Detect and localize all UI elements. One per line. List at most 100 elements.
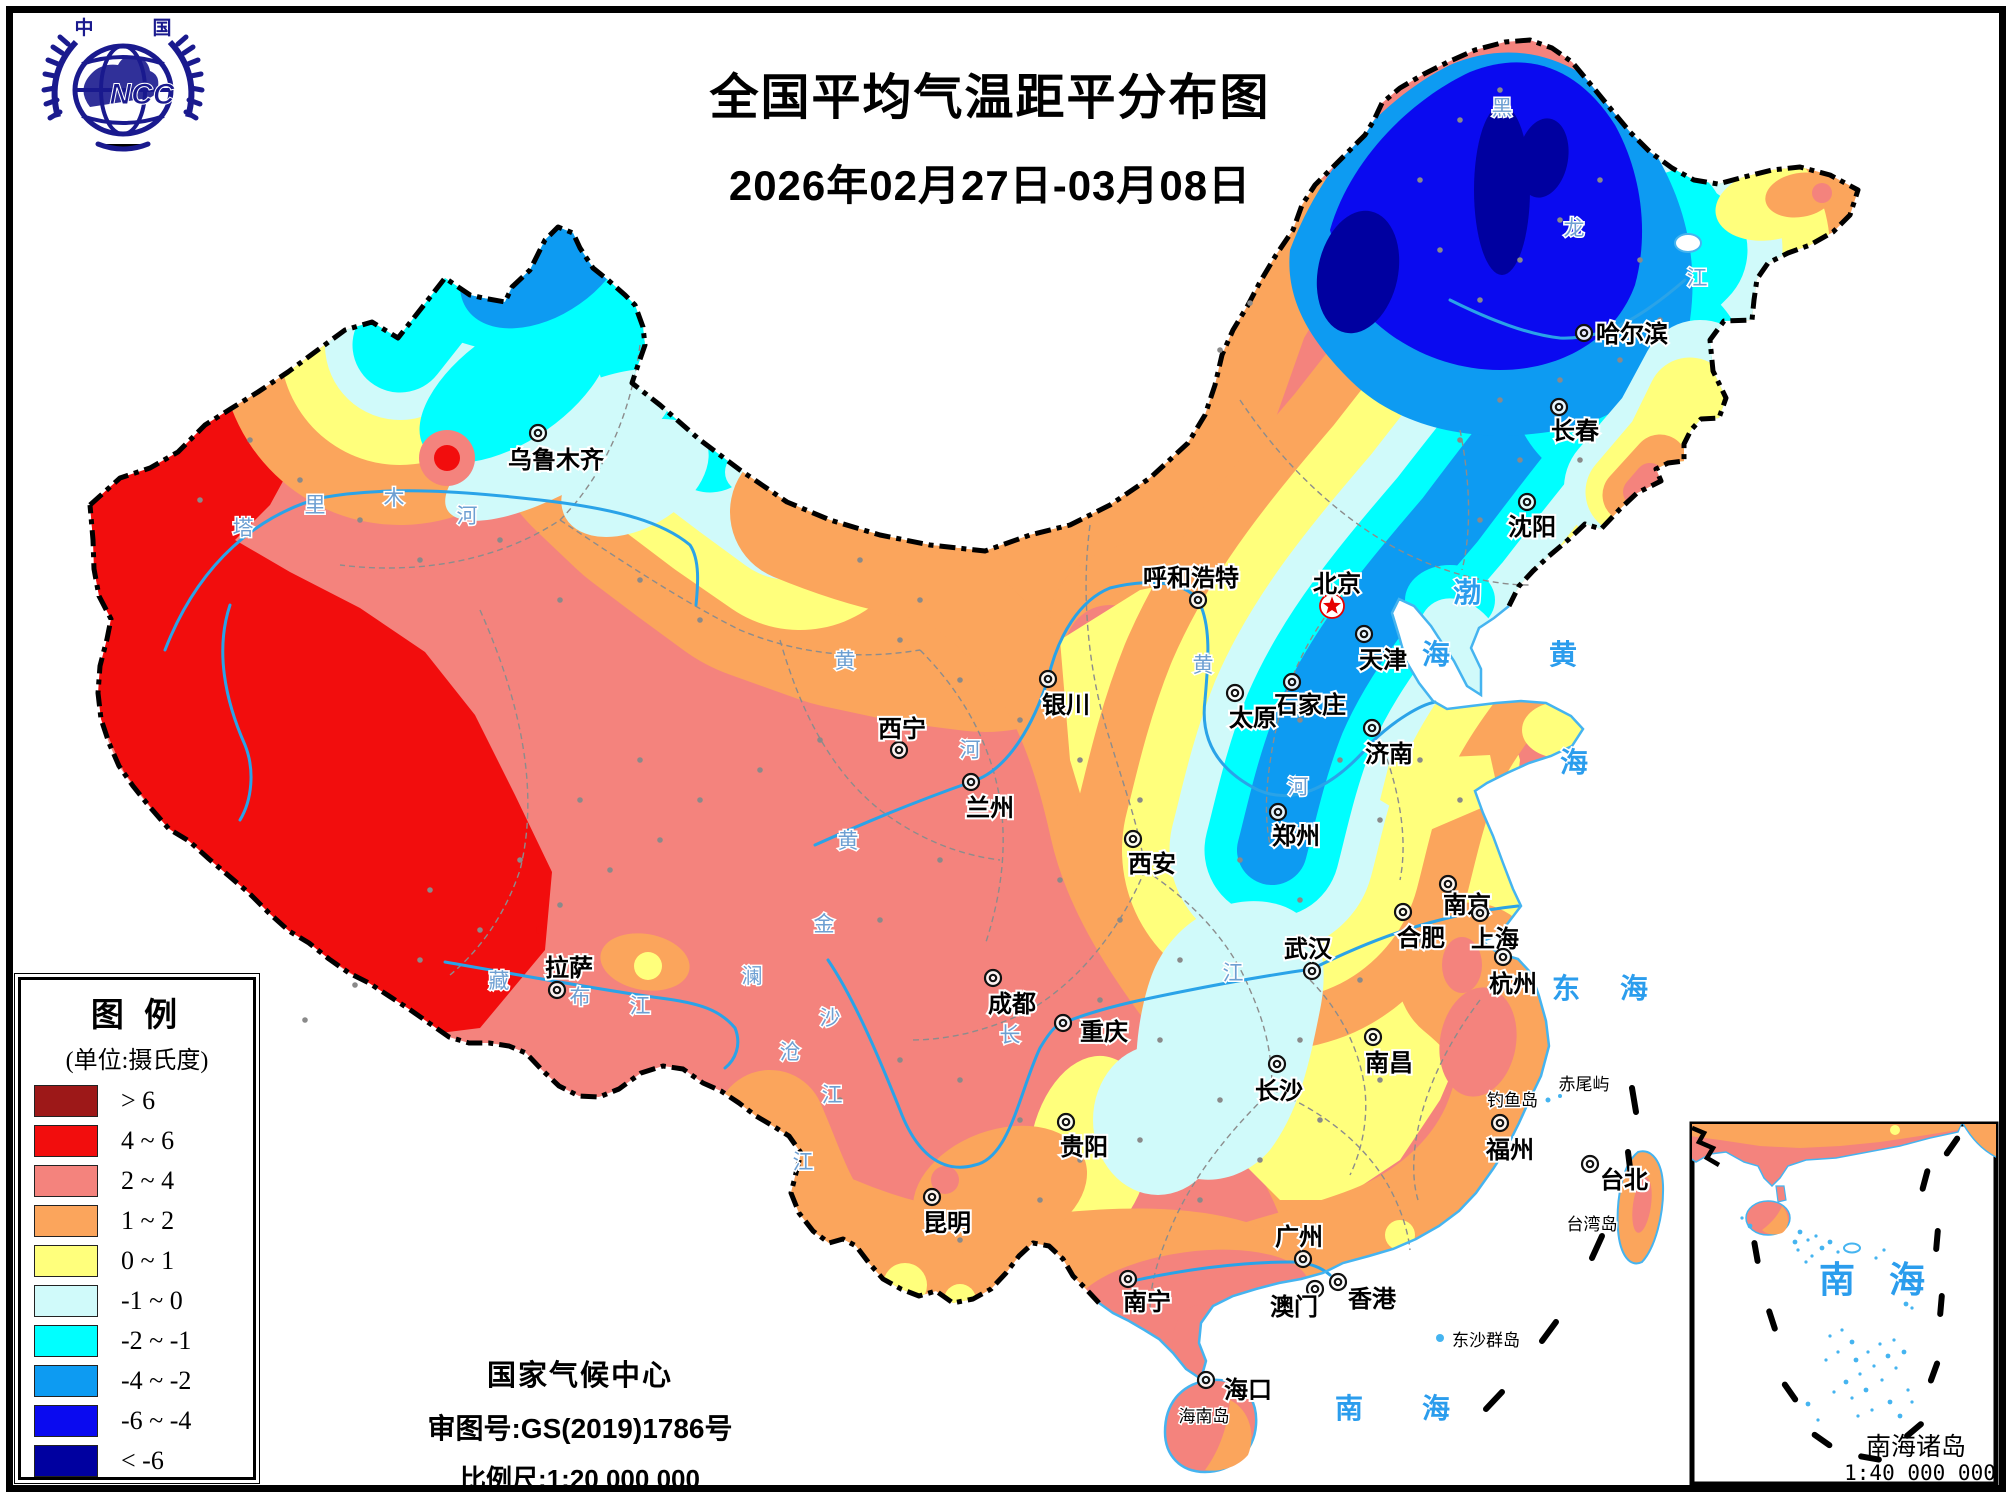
sea-label: 海 xyxy=(1422,639,1450,671)
city-marker: 长春 xyxy=(1549,397,1601,447)
city-label: 昆明 xyxy=(923,1210,971,1237)
city-label: 台北 xyxy=(1600,1166,1648,1194)
city-label: 贵阳 xyxy=(1060,1134,1108,1161)
city-label: 兰州 xyxy=(966,794,1014,822)
river-label: 黄 xyxy=(838,829,859,853)
south-china-sea-inset: 南海诸岛 1:40 000 000 南海 xyxy=(1689,1121,1999,1487)
city-label: 香港 xyxy=(1348,1286,1397,1313)
city-label: 石家庄 xyxy=(1273,691,1346,719)
legend-swatch xyxy=(34,1324,98,1357)
prefecture-dots xyxy=(197,87,1663,1243)
city-marker: 香港 xyxy=(1328,1272,1399,1315)
city-label: 武汉 xyxy=(1284,936,1333,963)
city-label: 呼和浩特 xyxy=(1143,565,1239,592)
city-label: 长沙 xyxy=(1255,1078,1303,1105)
city-label: 成都 xyxy=(988,991,1036,1018)
city-label: 海口 xyxy=(1224,1376,1272,1404)
legend-unit: (单位:摄氏度) xyxy=(65,1048,209,1074)
river-label: 江 xyxy=(822,1083,843,1107)
island-label: 东沙群岛 xyxy=(1452,1331,1520,1350)
city-marker: 银川 xyxy=(1038,669,1092,721)
city-label: 合肥 xyxy=(1397,924,1445,952)
island-label: 海南岛 xyxy=(1179,1407,1230,1426)
legend-label: -4 ~ -2 xyxy=(121,1365,192,1395)
inset-scale-label: 1:40 000 000 xyxy=(1844,1461,1996,1485)
city-marker: 天津 xyxy=(1354,624,1409,676)
city-marker: 石家庄 xyxy=(1271,672,1348,721)
logo-ncc-text: NCC xyxy=(110,78,176,111)
city-label: 天津 xyxy=(1359,647,1407,674)
city-marker: 福州 xyxy=(1483,1113,1536,1166)
city-label: 拉萨 xyxy=(545,954,593,982)
ncc-logo: 中 国 NCC xyxy=(41,16,205,152)
city-marker: 兰州 xyxy=(961,772,1016,824)
city-marker: 拉萨 xyxy=(543,952,595,1000)
city-marker: 澳门 xyxy=(1268,1279,1325,1323)
legend-label: 2 ~ 4 xyxy=(121,1165,175,1195)
legend-label: > 6 xyxy=(121,1085,156,1115)
map-footer: 国家气候中心 审图号:GS(2019)1786号 比例尺:1:20 000 00… xyxy=(375,1352,785,1496)
national-border xyxy=(87,37,1861,1306)
city-label: 银川 xyxy=(1042,691,1090,719)
city-marker: 南宁 xyxy=(1118,1269,1173,1318)
legend-swatch xyxy=(34,1404,98,1437)
city-label: 福州 xyxy=(1485,1137,1534,1164)
approval-number: 审图号:GS(2019)1786号 xyxy=(427,1413,733,1444)
legend-swatch xyxy=(34,1444,98,1477)
city-label: 西安 xyxy=(1128,850,1176,878)
river-label: 黄 xyxy=(1193,653,1214,677)
city-marker: 合肥 xyxy=(1393,902,1447,954)
sea-label: 黄 xyxy=(1549,639,1577,671)
legend-item: 2 ~ 4 xyxy=(34,1164,253,1197)
city-label: 北京 xyxy=(1313,570,1361,598)
city-marker: 台北 xyxy=(1580,1154,1650,1196)
river-label: 河 xyxy=(960,738,981,762)
agency-name: 国家气候中心 xyxy=(486,1360,673,1392)
svg-text:南: 南 xyxy=(1819,1260,1865,1300)
sea-label: 渤 xyxy=(1453,577,1481,609)
small-islands xyxy=(1436,1088,1588,1342)
legend-item: -4 ~ -2 xyxy=(34,1364,253,1397)
river-label: 藏 xyxy=(489,969,510,993)
city-label: 太原 xyxy=(1229,705,1277,732)
city-marker: 郑州 xyxy=(1268,802,1322,852)
river-label: 河 xyxy=(1288,775,1309,799)
island-label: 赤尾屿 xyxy=(1559,1075,1610,1094)
inset-islands-label: 南海诸岛 xyxy=(1866,1433,1966,1461)
page-title: 全国平均气温距平分布图 xyxy=(709,71,1271,125)
legend-item: < -6 xyxy=(34,1444,253,1477)
city-label: 南昌 xyxy=(1365,1050,1413,1077)
river-label: 长 xyxy=(1000,1023,1021,1047)
city-label: 杭州 xyxy=(1489,970,1537,998)
river-label: 木 xyxy=(384,486,405,510)
legend-label: 0 ~ 1 xyxy=(121,1245,175,1275)
city-marker: 沈阳 xyxy=(1506,492,1558,543)
city-label: 长春 xyxy=(1551,418,1599,445)
city-marker: 杭州 xyxy=(1487,947,1539,1000)
city-label: 澳门 xyxy=(1270,1293,1318,1321)
svg-text:海: 海 xyxy=(1889,1260,1935,1300)
city-label: 沈阳 xyxy=(1508,514,1556,541)
nine-dash-line-marks xyxy=(1483,1085,1639,1412)
river-label: 江 xyxy=(630,994,651,1018)
legend-label: -1 ~ 0 xyxy=(121,1285,183,1315)
river-label: 沧 xyxy=(780,1040,801,1064)
river-label: 金 xyxy=(814,912,835,936)
sea-label: 东 xyxy=(1552,972,1580,1005)
city-label: 广州 xyxy=(1275,1223,1323,1251)
taiwan-island xyxy=(1616,1150,1665,1265)
city-label: 重庆 xyxy=(1080,1019,1128,1046)
legend-swatch xyxy=(34,1084,98,1117)
city-marker: 济南 xyxy=(1362,718,1415,770)
legend-item: -1 ~ 0 xyxy=(34,1284,253,1317)
legend-swatch xyxy=(34,1204,98,1237)
legend-swatch xyxy=(34,1284,98,1317)
river-label: 里 xyxy=(305,493,326,517)
city-marker: 上海 xyxy=(1469,903,1521,955)
legend-swatch xyxy=(34,1244,98,1277)
city-marker: 呼和浩特 xyxy=(1141,563,1241,610)
